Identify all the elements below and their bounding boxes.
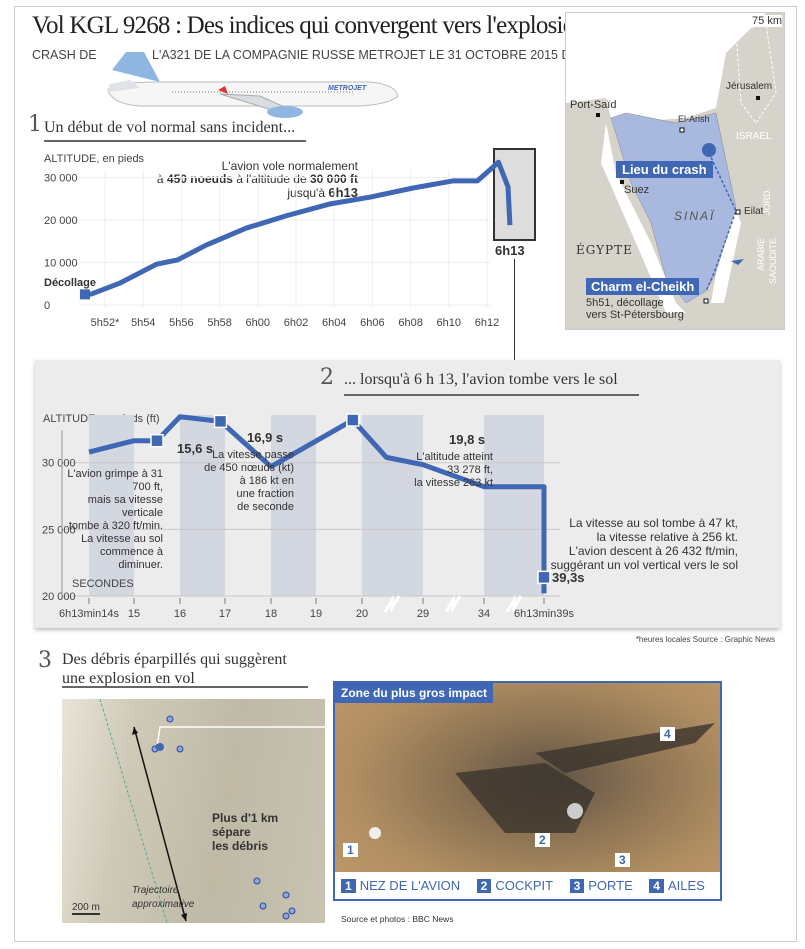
x-tick-label: 6h12 (475, 317, 499, 329)
x-tick-label: 34 (478, 608, 490, 620)
label-israel: ISRAEL (736, 131, 772, 142)
y-tick-label: 10 000 (44, 258, 78, 270)
axis-break-icon (505, 594, 523, 614)
photo-marker-4: 4 (660, 727, 675, 741)
plane-illustration: METROJET (107, 52, 399, 118)
chart1-annotation: L'avion vole normalement à 450 noeuds à … (156, 159, 358, 200)
legend-nez: NEZ DE L'AVION (359, 878, 461, 893)
takeoff-marker (79, 289, 90, 300)
map-scale: 75 km (752, 15, 782, 27)
x-tick-label: 6h04 (322, 317, 346, 329)
label-sinai: SINAÏ (674, 209, 716, 223)
section2-number: 2 (320, 365, 334, 390)
section2-title: ... lorsqu'à 6 h 13, l'avion tombe vers … (344, 371, 618, 388)
y-tick-label: 0 (44, 300, 50, 312)
label-crash-site: Lieu du crash (616, 161, 713, 178)
x-tick-label: 5h56 (169, 317, 193, 329)
photo-marker-2: 2 (535, 833, 550, 847)
photo-marker-3: 3 (615, 853, 630, 867)
footnote-source: *heures locales Source : Graphic News (635, 635, 775, 644)
x-tick-label: 6h13min39s (514, 608, 574, 620)
x-tick-label: 6h06 (360, 317, 384, 329)
y-tick-label: 30 000 (42, 458, 76, 470)
chart1-svg: 0 10 000 20 000 30 000 5h52* 5h54 5h56 5h58 6h00… (44, 159, 513, 329)
x-tick-label: 16 (174, 608, 186, 620)
photo-source: Source et photos : BBC News (341, 914, 454, 924)
annotation-19-8: L'altitude atteint 33 278 ft, la vitesse 2… (414, 451, 493, 489)
axis-break-icon (383, 594, 401, 614)
map-scale-200m: 200 m (72, 902, 100, 915)
annotation-16-9: La vitesse passe de 450 nœuds (kt) à 186 k… (204, 449, 294, 513)
chart1-ylabel: ALTITUDE, en pieds (44, 153, 145, 165)
label-charm-el-cheikh: Charm el-Cheikh (586, 278, 700, 295)
legend-cockpit: COCKPIT (495, 878, 554, 893)
x-tick-label: 19 (310, 608, 322, 620)
column-band (484, 415, 544, 596)
y-tick-label: 20 000 (44, 215, 78, 227)
label-egypte: ÉGYPTE (576, 243, 633, 257)
subtitle-left: CRASH DE (32, 48, 97, 62)
x-tick-label: 6h10 (437, 317, 461, 329)
satellite-map: Plus d'1 km sépare les débris Trajectoire a… (62, 699, 325, 923)
trajectory-label: Trajectoire approximative (132, 885, 195, 910)
section1-title: Un début de vol normal sans incident... (44, 119, 296, 136)
y-tick-label: 30 000 (44, 173, 78, 185)
marker-label-15-6: 15,6 s (177, 441, 214, 456)
legend-ailes: AILES (667, 878, 705, 893)
section3-number: 3 (38, 648, 52, 673)
sinai-map: 75 km Jérusalem Port-Saïd El-Arish ISRAE… (565, 12, 785, 330)
x-tick-label: 6h08 (398, 317, 422, 329)
takeoff-label: Décollage (44, 277, 96, 289)
section1-number: 1 (28, 112, 42, 137)
chart2-svg: 20 000 25 000 30 000 6h13min14s 15 16 17 18 19 20… (42, 413, 574, 620)
altitude-line (84, 159, 513, 297)
x-tick-label: 6h00 (246, 317, 270, 329)
time-marker (150, 433, 164, 448)
label-el-arish: El-Arish (678, 114, 710, 124)
label-jerusalem: Jérusalem (726, 81, 773, 92)
plane-logo: METROJET (328, 85, 367, 92)
x-tick-label: 5h58 (207, 317, 231, 329)
marker-label-19-8: 19,8 s (449, 432, 486, 447)
zoom-label: 6h13 (495, 243, 525, 258)
page-title: Vol KGL 9268 : Des indices qui convergen… (32, 12, 649, 39)
marker-label-39-3: 39,3s (552, 570, 585, 585)
marker-label-16-9: 16,9 s (247, 430, 284, 445)
crash-photo: Zone du plus gros impact 1 2 3 4 1 NEZ DE… (333, 681, 722, 901)
x-tick-label: 17 (219, 608, 231, 620)
legend-porte: PORTE (588, 878, 633, 893)
y-tick-label: 20 000 (42, 591, 76, 603)
seconds-label: SECONDES (72, 578, 134, 590)
zoom-box (493, 148, 536, 241)
x-tick-label: 20 (356, 608, 368, 620)
infographic-frame (14, 6, 797, 942)
photo-marker-1: 1 (343, 843, 358, 857)
label-takeoff: 5h51, décollage vers St-Pétersbourg (586, 297, 684, 321)
time-marker (346, 413, 360, 427)
distance-label: Plus d'1 km sépare les débris (212, 811, 279, 853)
label-suez: Suez (624, 184, 650, 196)
connector-line (514, 259, 515, 362)
x-tick-label: 18 (265, 608, 277, 620)
label-port-said: Port-Saïd (570, 99, 617, 111)
time-marker (213, 414, 228, 429)
photo-title: Zone du plus gros impact (335, 683, 494, 703)
axis-break-icon (444, 594, 462, 614)
x-tick-label: 29 (417, 608, 429, 620)
x-tick-label: 6h13min14s (59, 608, 119, 620)
annotation-15-6: L'avion grimpe à 31 700 ft, mais sa vites… (67, 468, 163, 571)
label-eilat: Eilat (744, 206, 764, 217)
y-tick-label: 25 000 (42, 524, 76, 536)
x-tick-label: 5h54 (131, 317, 155, 329)
column-band (180, 415, 225, 596)
section3-title: Des débris éparpillés qui suggèrent une e… (62, 651, 287, 687)
x-tick-label: 6h02 (284, 317, 308, 329)
time-marker (537, 570, 551, 585)
photo-legend: 1 NEZ DE L'AVION 2 COCKPIT 3 PORTE 4 AILES (335, 872, 720, 899)
annotation-39-3: La vitesse au sol tombe à 47 kt, la vites… (550, 516, 738, 572)
x-tick-label: 15 (128, 608, 140, 620)
x-tick-label: 5h52* (91, 317, 120, 329)
